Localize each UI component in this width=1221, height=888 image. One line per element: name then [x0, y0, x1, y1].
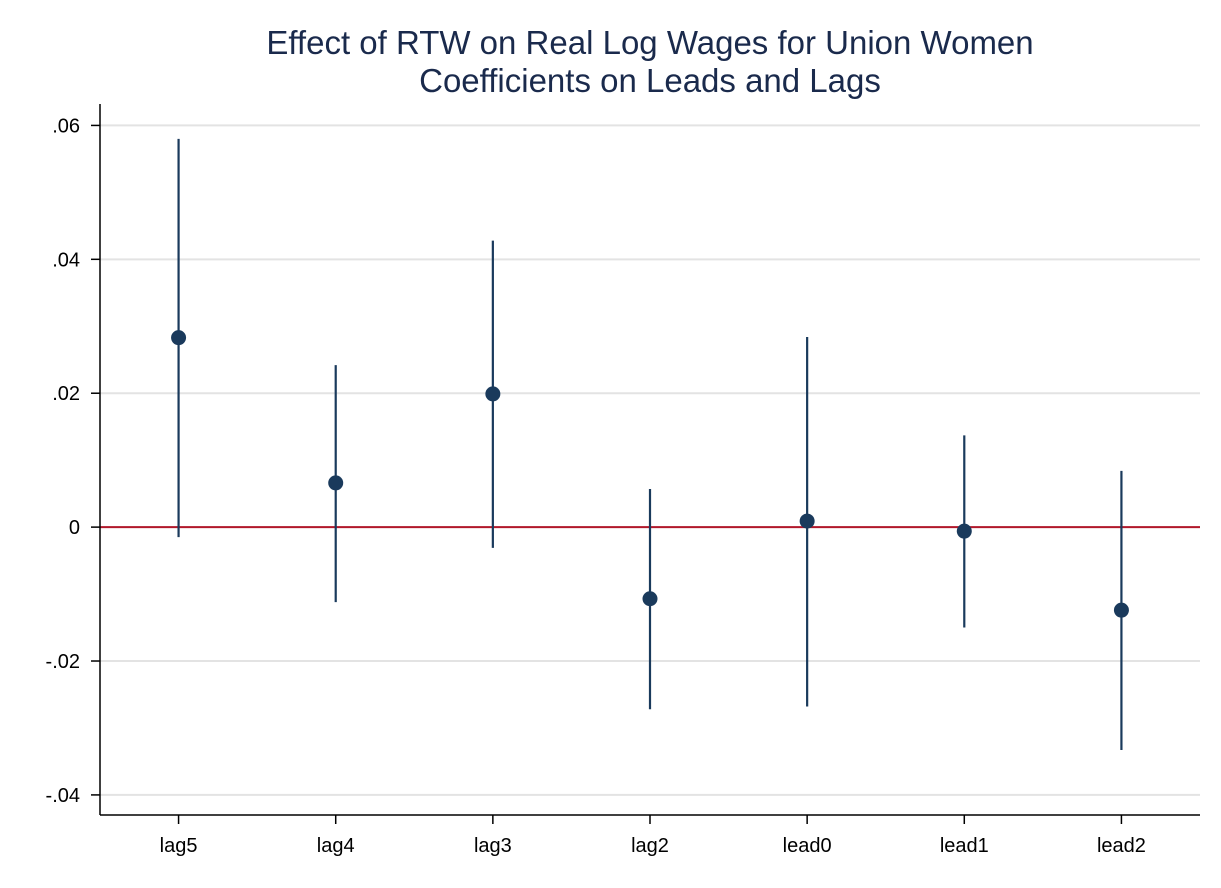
confidence-intervals: [177, 138, 1123, 751]
y-tick-label: -.02: [46, 651, 80, 673]
point-lag4: [328, 475, 344, 491]
point-lag2: [642, 591, 658, 607]
axes: .06 .04 .02 0 -.02 -.04 lag5 lag4 lag3 lag2 lead0 l…: [46, 104, 1200, 857]
y-tick-label: .02: [52, 383, 80, 405]
coefficient-points: [171, 330, 1129, 618]
x-tick-label: lag3: [474, 835, 512, 857]
chart-title: Effect of RTW on Real Log Wages for Unio…: [266, 24, 1033, 61]
point-lead2: [1113, 602, 1129, 618]
x-tick-label: lead1: [940, 835, 989, 857]
chart-subtitle: Coefficients on Leads and Lags: [419, 62, 881, 99]
y-tick-label: .06: [52, 115, 80, 137]
point-lead0: [799, 513, 815, 529]
y-tick-label: .04: [52, 249, 80, 271]
x-tick-label: lead2: [1097, 835, 1146, 857]
point-lag3: [485, 386, 501, 402]
point-lead1: [956, 523, 972, 539]
y-tick-label: 0: [69, 517, 80, 539]
point-lag5: [171, 330, 187, 346]
x-tick-label: lag4: [317, 835, 355, 857]
x-tick-label: lead0: [783, 835, 832, 857]
x-tick-label: lag2: [631, 835, 669, 857]
y-tick-label: -.04: [46, 785, 80, 807]
x-tick-label: lag5: [160, 835, 198, 857]
